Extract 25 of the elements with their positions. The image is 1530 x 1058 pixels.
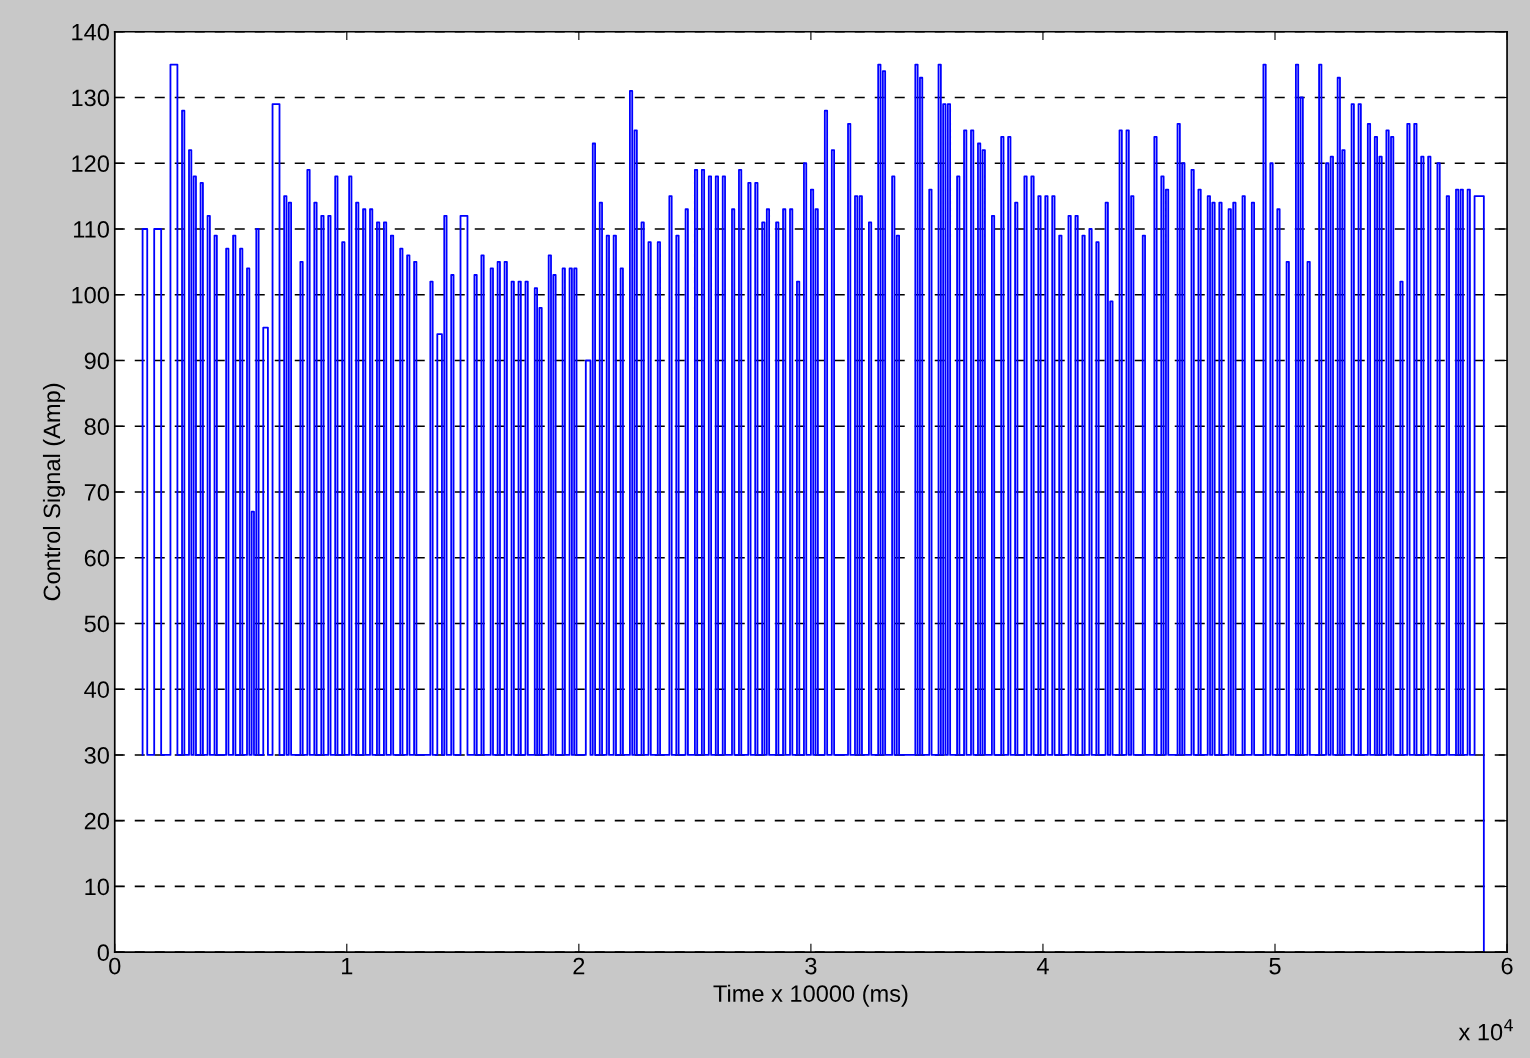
y-tick-label: 120	[72, 155, 109, 173]
y-tick-label: 10	[85, 878, 109, 896]
y-tick-label: 80	[84, 418, 109, 436]
y-axis-title: Control Signal (Amp)	[42, 383, 65, 601]
y-tick-label: 40	[84, 681, 109, 698]
x-tick-label: 5	[1269, 957, 1281, 975]
y-tick-label: 20	[84, 812, 109, 830]
x-tick-label: 2	[573, 957, 585, 975]
y-tick-label: 90	[84, 352, 109, 370]
x-tick-label: 0	[109, 957, 121, 975]
y-tick-label: 140	[72, 23, 109, 41]
x-tick-label: 1	[342, 957, 353, 975]
y-tick-label: 110	[74, 221, 109, 238]
x-axis-title: Time x 10000 (ms)	[713, 984, 908, 1007]
y-tick-label: 0	[97, 944, 109, 961]
y-tick-label: 130	[72, 89, 109, 107]
y-tick-label: 100	[72, 286, 109, 304]
y-tick-label: 50	[84, 615, 109, 633]
y-tick-label: 70	[84, 484, 109, 501]
x-tick-label: 6	[1501, 957, 1513, 975]
x-tick-label: 3	[805, 957, 817, 975]
x-tick-label: 4	[1036, 957, 1049, 975]
text: x 10$^{4}$	[1458, 1019, 1513, 1041]
y-tick-label: 60	[84, 549, 109, 567]
y-tick-label: 30	[84, 747, 109, 764]
